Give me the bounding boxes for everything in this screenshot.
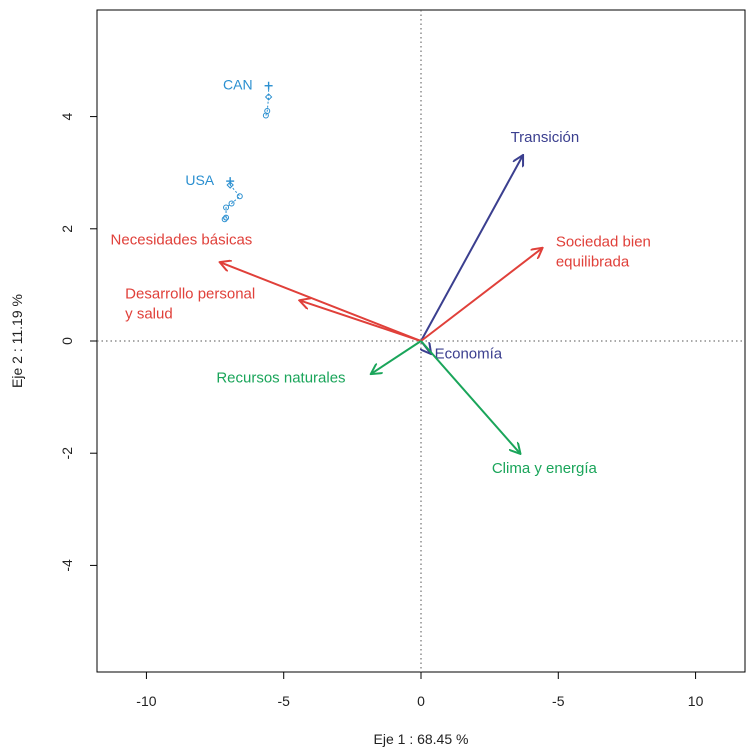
y-tick-label: 4 — [59, 112, 75, 120]
point-can — [262, 112, 269, 119]
point-usa — [223, 204, 230, 211]
x-tick-label: 10 — [688, 693, 704, 709]
point-usa — [223, 214, 230, 221]
y-tick-label: 0 — [59, 337, 75, 345]
vector-label-line: Necesidades básicas — [111, 231, 253, 248]
point-usa — [228, 200, 235, 207]
loading-vectors: Transición Sociedad bien equilibrada Necesi… — [111, 129, 651, 477]
vector-label-line: Economía — [435, 345, 503, 362]
vector-label-sociedad-bien: Sociedad bien equilibrada — [556, 233, 651, 270]
x-tick-label: 0 — [417, 693, 425, 709]
vector-label-line: Transición — [511, 129, 580, 146]
trajectory-can — [265, 85, 270, 116]
point-usa — [226, 177, 235, 186]
vector-label-desarrollo-personal: Desarrollo personal y salud — [125, 286, 255, 323]
trajectory-usa — [224, 181, 241, 220]
x-axis: -10 -5 0 -5 10 — [136, 672, 704, 709]
point-usa — [236, 193, 243, 200]
vector-label-line: equilibrada — [556, 253, 630, 270]
vector-necesidades-basicas — [221, 262, 422, 342]
x-tick-label: -5 — [277, 693, 290, 709]
vector-label-economia: Economía — [435, 345, 503, 362]
vector-label-line: Recursos naturales — [216, 370, 345, 387]
vector-transicion — [420, 156, 523, 342]
x-tick-label: -5 — [552, 693, 565, 709]
vector-label-clima-y-energia: Clima y energía — [492, 460, 598, 477]
vector-label-necesidades-basicas: Necesidades básicas — [111, 231, 253, 248]
country-label-usa: USA — [185, 172, 214, 188]
point-can — [264, 81, 273, 90]
y-axis-title: Eje 2 : 11.19 % — [9, 294, 25, 388]
vector-desarrollo-personal — [300, 301, 422, 342]
point-usa — [221, 216, 228, 223]
vector-label-line: Desarrollo personal — [125, 286, 255, 303]
country-label-can: CAN — [223, 77, 253, 93]
vector-sociedad-bien — [420, 248, 542, 342]
vector-label-transicion: Transición — [511, 129, 580, 146]
point-can — [264, 93, 273, 101]
y-tick-label: -2 — [59, 447, 75, 460]
vector-clima-y-energia — [420, 340, 520, 453]
x-axis-title: Eje 1 : 68.45 % — [374, 731, 469, 747]
vector-label-line: y salud — [125, 306, 173, 323]
y-tick-label: -4 — [59, 559, 75, 572]
vector-label-recursos-naturales: Recursos naturales — [216, 370, 345, 387]
vector-label-line: Clima y energía — [492, 460, 598, 477]
point-usa — [226, 181, 234, 189]
y-tick-label: 2 — [59, 225, 75, 233]
x-tick-label: -10 — [136, 693, 156, 709]
vector-label-line: Sociedad bien — [556, 233, 651, 250]
country-trajectories: CAN USA — [185, 77, 273, 223]
y-axis: -4 -2 0 2 4 — [59, 112, 97, 572]
vector-recursos-naturales — [372, 340, 422, 374]
